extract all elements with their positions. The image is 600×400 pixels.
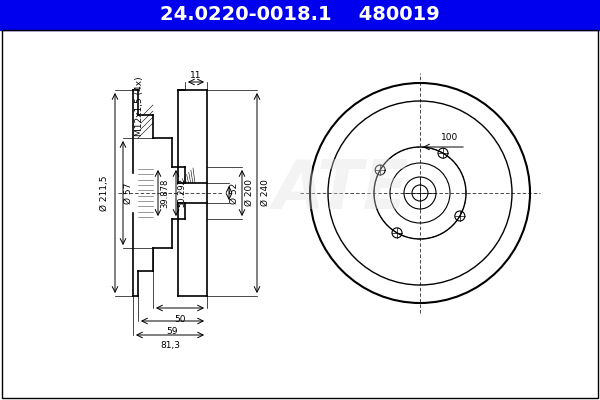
- Text: 81,3: 81,3: [160, 341, 180, 350]
- Text: 59: 59: [167, 327, 178, 336]
- Text: 50: 50: [174, 315, 186, 324]
- Text: 24.0220-0018.1    480019: 24.0220-0018.1 480019: [160, 6, 440, 24]
- Text: Ø 52: Ø 52: [229, 182, 239, 204]
- Text: 50.292: 50.292: [178, 178, 187, 208]
- Text: 100: 100: [442, 132, 458, 142]
- Text: Ø 240: Ø 240: [260, 180, 269, 206]
- Text: ATE: ATE: [272, 157, 408, 223]
- Text: 11: 11: [190, 72, 202, 80]
- Text: Ø 211,5: Ø 211,5: [101, 175, 110, 211]
- Text: Ø 57: Ø 57: [124, 182, 133, 204]
- Text: Ø 200: Ø 200: [245, 180, 254, 206]
- Bar: [0, 0, 600, 30]
- Text: 39.878: 39.878: [161, 178, 170, 208]
- Text: M12x1,5 (4x): M12x1,5 (4x): [135, 76, 144, 136]
